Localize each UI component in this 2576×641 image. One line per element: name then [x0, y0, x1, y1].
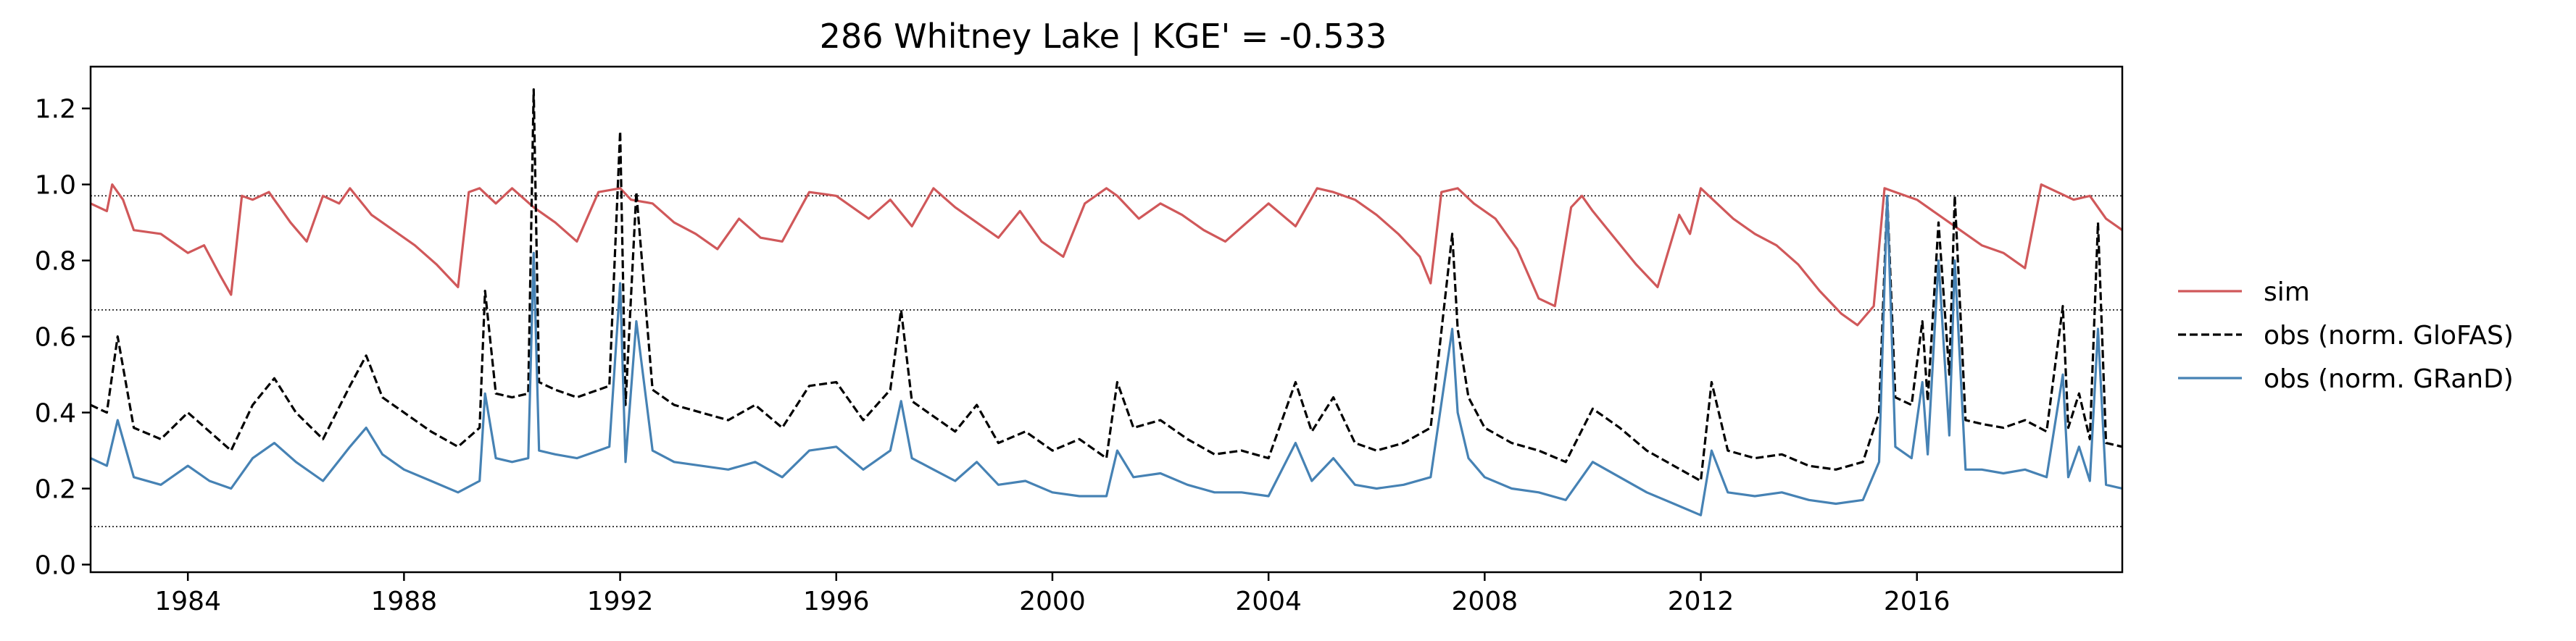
chart-title: 286 Whitney Lake | KGE' = -0.533	[820, 17, 1387, 56]
y-tick-label: 0.6	[35, 323, 76, 353]
y-axis: 0.0 0.2 0.4 0.6 0.8 1.0 1.2	[35, 95, 91, 581]
x-tick-label: 2012	[1668, 587, 1734, 616]
legend-label: obs (norm. GRanD)	[2264, 364, 2514, 394]
y-tick-label: 0.8	[35, 247, 76, 277]
y-tick-label: 0.2	[35, 475, 76, 505]
x-tick-label: 2004	[1235, 587, 1302, 616]
x-tick-label: 2008	[1452, 587, 1518, 616]
y-tick-label: 0.4	[35, 399, 76, 429]
series-line-obs-norm-glofas	[91, 88, 2122, 482]
plot-area	[89, 65, 2124, 574]
x-tick-label: 1992	[587, 587, 654, 616]
series-line-obs-norm-grand	[91, 194, 2122, 516]
y-tick-label: 1.2	[35, 95, 76, 125]
y-tick-label: 0.0	[35, 551, 76, 581]
legend: sim obs (norm. GloFAS) obs (norm. GRanD)	[2178, 277, 2514, 394]
x-axis: 1984 1988 1992 1996 2000 2004 2008 2012 2016	[154, 572, 1950, 616]
plot-frame	[89, 65, 2124, 574]
series-line-sim	[91, 183, 2122, 327]
x-tick-label: 1984	[154, 587, 221, 616]
x-tick-label: 1988	[371, 587, 438, 616]
x-tick-label: 1996	[803, 587, 870, 616]
y-tick-label: 1.0	[35, 171, 76, 201]
legend-label: obs (norm. GloFAS)	[2264, 321, 2514, 351]
x-tick-label: 2016	[1884, 587, 1950, 616]
x-tick-label: 2000	[1019, 587, 1086, 616]
legend-label: sim	[2264, 277, 2310, 307]
